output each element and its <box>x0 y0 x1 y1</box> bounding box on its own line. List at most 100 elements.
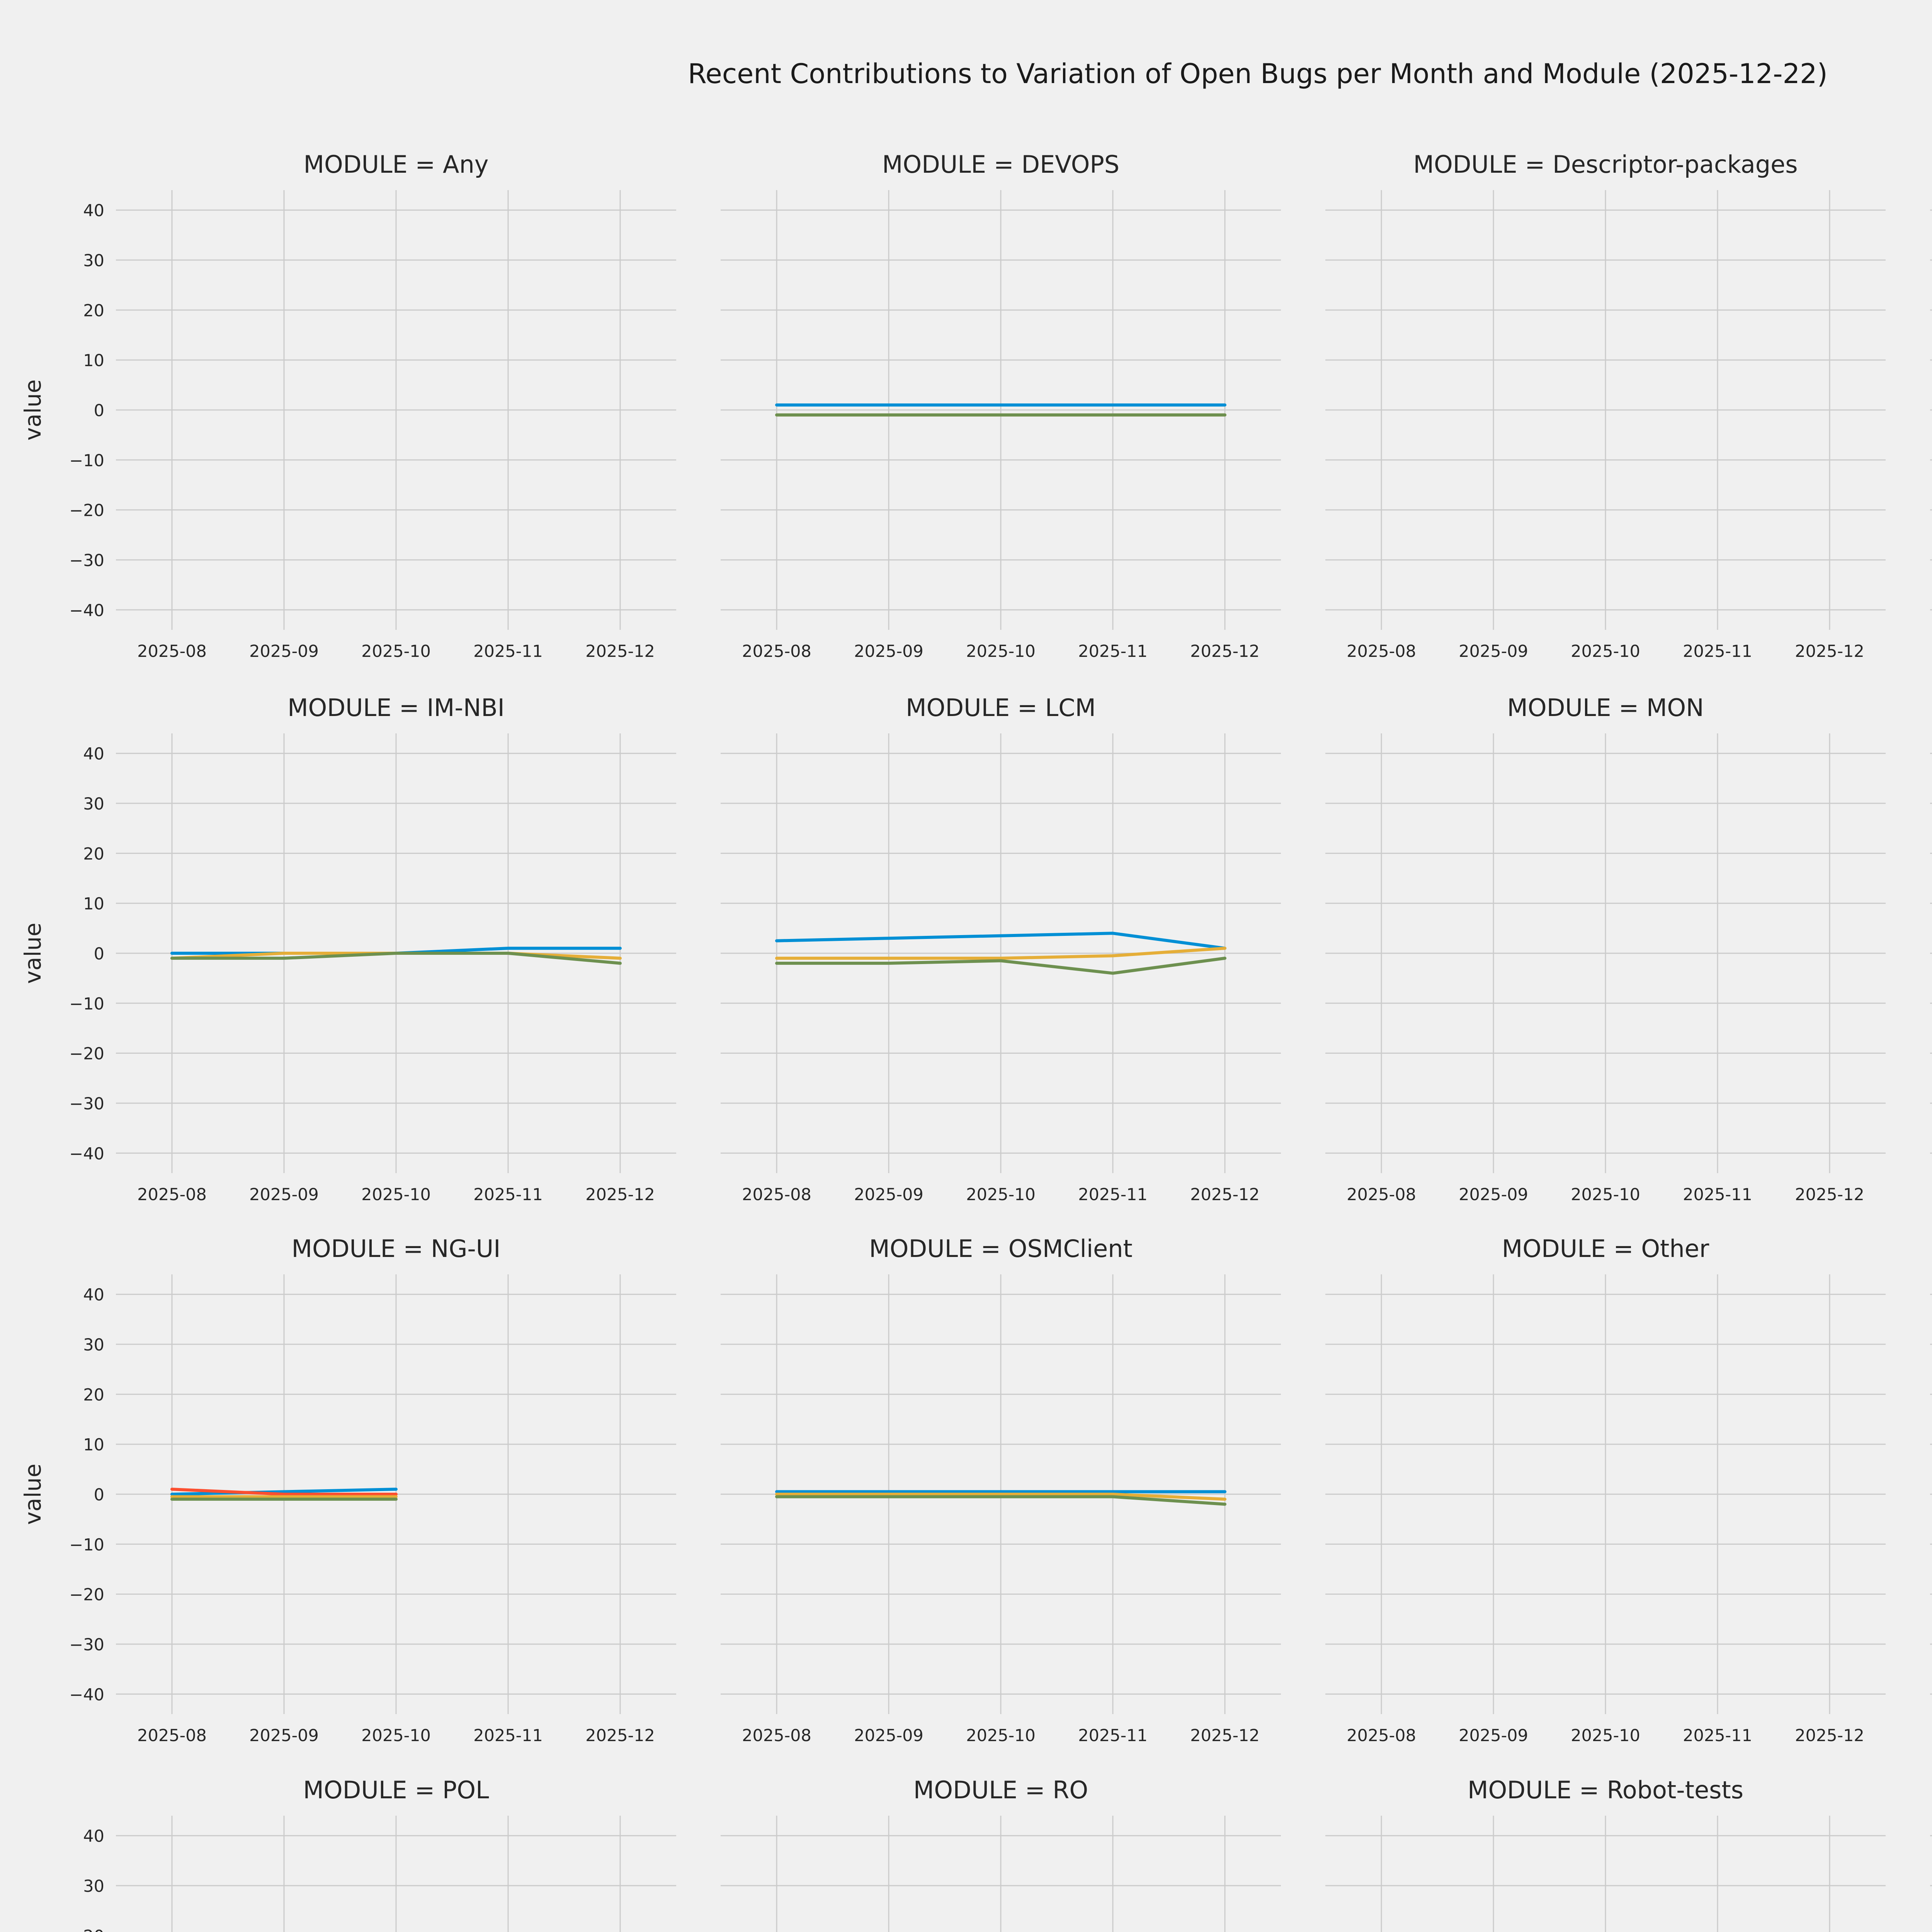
y-axis-label: value <box>20 923 46 984</box>
y-tick-label: 20 <box>83 844 104 864</box>
y-tick-label: 0 <box>94 401 104 420</box>
y-tick-label: −20 <box>69 501 104 520</box>
facet-Documentation / Wiki: MODULE = Documentation / Wiki2025-082025… <box>1930 190 1932 630</box>
y-tick-label: 0 <box>94 1485 104 1505</box>
y-tick-label: 20 <box>83 1927 104 1932</box>
x-tick-label: 2025-11 <box>1078 642 1148 661</box>
y-tick-label: 10 <box>83 1435 104 1455</box>
x-tick-label: 2025-10 <box>1571 1726 1640 1745</box>
series-line-CLOSED <box>775 1495 1226 1506</box>
x-tick-label: 2025-09 <box>854 1726 923 1745</box>
facet-title: MODULE = POL <box>303 1776 489 1804</box>
x-tick-label: 2025-11 <box>473 642 543 661</box>
y-tick-label: −40 <box>69 1685 104 1704</box>
y-tick-label: 30 <box>83 1335 104 1355</box>
x-tick-label: 2025-12 <box>585 1185 655 1204</box>
x-tick-label: 2025-08 <box>1347 642 1416 661</box>
x-tick-label: 2025-09 <box>854 1185 923 1204</box>
y-tick-label: 40 <box>83 1286 104 1305</box>
y-tick-label: 30 <box>83 794 104 814</box>
facet-OSMClient: MODULE = OSMClient 2025-08 2025-09 2025-10 2… <box>721 1235 1281 1745</box>
facet-LCM: MODULE = LCM 2025-08 2025-09 2025-10 2025-11… <box>721 694 1281 1204</box>
facet-title: MODULE = Other <box>1502 1235 1709 1263</box>
x-tick-label: 2025-09 <box>854 642 923 661</box>
y-tick-label: 10 <box>83 351 104 371</box>
y-tick-label: 40 <box>83 745 104 764</box>
x-tick-label: 2025-08 <box>137 1726 207 1745</box>
x-tick-label: 2025-10 <box>1571 1185 1640 1204</box>
x-tick-label: 2025-12 <box>585 1726 655 1745</box>
series-line-OPENED <box>170 1488 398 1496</box>
facet-DEVOPS: MODULE = DEVOPS 2025-08 2025-09 2025-10 2025… <box>721 150 1281 661</box>
y-tick-label: 0 <box>94 944 104 964</box>
x-tick-label: 2025-12 <box>1190 642 1260 661</box>
y-tick-label: −20 <box>69 1044 104 1064</box>
y-tick-label: −10 <box>69 1535 104 1554</box>
facet-N2VC: MODULE = N2VC2025-082025-092025-102025-1… <box>1930 733 1932 1173</box>
y-tick-label: −20 <box>69 1585 104 1605</box>
x-tick-label: 2025-11 <box>1078 1726 1148 1745</box>
x-tick-label: 2025-09 <box>249 1726 319 1745</box>
x-tick-label: 2025-11 <box>473 1726 543 1745</box>
y-tick-label: −30 <box>69 551 104 570</box>
x-tick-label: 2025-12 <box>585 642 655 661</box>
x-tick-label: 2025-11 <box>1683 642 1752 661</box>
x-tick-label: 2025-12 <box>1795 1185 1864 1204</box>
facet-POL: MODULE = POL2025-082025-092025-102025-11… <box>83 1776 676 1932</box>
x-tick-label: 2025-08 <box>742 642 811 661</box>
y-tick-label: −40 <box>69 1144 104 1163</box>
x-tick-label: 2025-11 <box>473 1185 543 1204</box>
facet-NG-UI: MODULE = NG-UI 2025-08 2025-09 2025-10 2025-… <box>20 1235 676 1745</box>
x-tick-label: 2025-10 <box>966 1726 1036 1745</box>
series-line-REOPENED <box>170 1488 398 1496</box>
series-line-CLOSED <box>775 956 1226 975</box>
x-tick-label: 2025-12 <box>1190 1726 1260 1745</box>
x-tick-label: 2025-08 <box>1347 1726 1416 1745</box>
series-line-FALSE_CLOSED <box>775 947 1226 960</box>
x-tick-label: 2025-11 <box>1683 1185 1752 1204</box>
facet-RO: MODULE = RO2025-082025-092025-102025-112… <box>721 1776 1281 1932</box>
facet-title: MODULE = MON <box>1507 694 1704 722</box>
x-tick-label: 2025-12 <box>1795 642 1864 661</box>
x-tick-label: 2025-11 <box>1078 1185 1148 1204</box>
x-tick-label: 2025-08 <box>742 1185 811 1204</box>
facet-Robot-tests: MODULE = Robot-tests2025-082025-092025-1… <box>1325 1776 1886 1932</box>
facet-title: MODULE = LCM <box>906 694 1096 722</box>
y-tick-label: −10 <box>69 994 104 1014</box>
facet-PLA: MODULE = PLA2025-082025-092025-102025-11… <box>1930 1274 1932 1714</box>
x-tick-label: 2025-09 <box>1459 1185 1528 1204</box>
chart-title: Recent Contributions to Variation of Ope… <box>688 58 1828 90</box>
series-line-CLOSED <box>170 952 622 965</box>
x-tick-label: 2025-08 <box>1347 1185 1416 1204</box>
facet-title: MODULE = IM-NBI <box>287 694 505 722</box>
y-tick-label: 40 <box>83 1827 104 1846</box>
series-line-OPENED <box>775 932 1226 950</box>
x-tick-label: 2025-12 <box>1795 1726 1864 1745</box>
x-tick-label: 2025-10 <box>361 642 431 661</box>
y-tick-label: −40 <box>69 601 104 620</box>
y-tick-label: −30 <box>69 1635 104 1655</box>
facet-title: MODULE = NG-UI <box>292 1235 501 1263</box>
x-tick-label: 2025-09 <box>1459 642 1528 661</box>
y-tick-label: −10 <box>69 451 104 470</box>
facet-title: MODULE = Any <box>304 150 489 179</box>
facet-title: MODULE = Descriptor-packages <box>1413 150 1798 179</box>
x-tick-label: 2025-12 <box>1190 1185 1260 1204</box>
x-tick-label: 2025-11 <box>1683 1726 1752 1745</box>
y-tick-label: 10 <box>83 895 104 914</box>
x-tick-label: 2025-09 <box>249 642 319 661</box>
series-line-FALSE_CLOSED <box>775 1493 1226 1501</box>
x-tick-label: 2025-10 <box>361 1185 431 1204</box>
facet-title: MODULE = RO <box>913 1776 1088 1804</box>
y-tick-label: 30 <box>83 1877 104 1896</box>
y-tick-label: 40 <box>83 201 104 221</box>
facet-Other: MODULE = Other 2025-08 2025-09 2025-10 2025-… <box>1325 1235 1886 1745</box>
x-tick-label: 2025-08 <box>137 1185 207 1204</box>
facet-Unknown: MODULE = Unknown2025-082025-092025-10202… <box>1930 1816 1932 1932</box>
x-tick-label: 2025-09 <box>249 1185 319 1204</box>
facet-Any: MODULE = Any 2025-08 2025-09 2025-10 2025-11… <box>20 150 676 661</box>
facet-title: MODULE = OSMClient <box>869 1235 1133 1263</box>
facet-MON: MODULE = MON 2025-08 2025-09 2025-10 2025-11… <box>1325 694 1886 1204</box>
y-tick-label: 20 <box>83 301 104 320</box>
